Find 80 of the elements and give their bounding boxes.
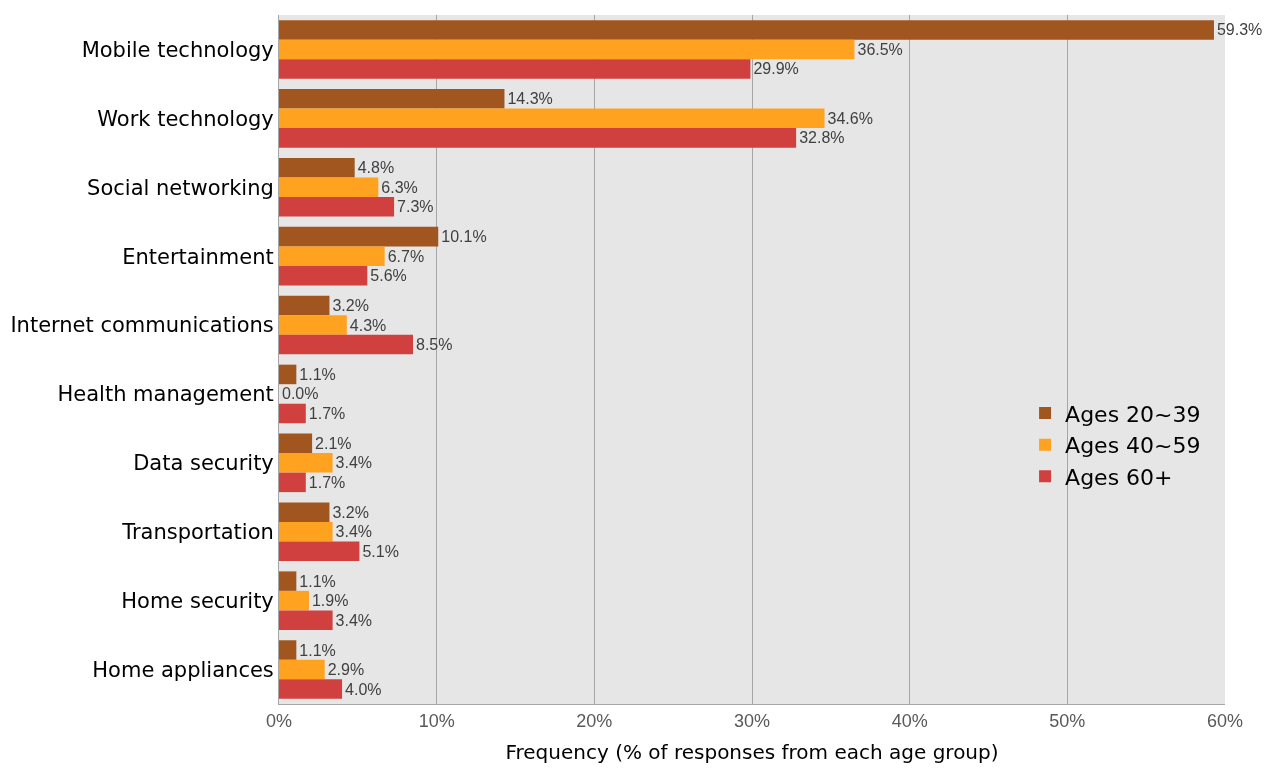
bar xyxy=(279,108,825,129)
bar xyxy=(279,590,309,611)
bar xyxy=(279,521,333,542)
bar xyxy=(279,89,505,109)
bar xyxy=(279,403,306,424)
bar xyxy=(279,226,439,247)
x-tick-label: 40% xyxy=(891,710,928,731)
data-label: 14.3% xyxy=(507,90,553,108)
data-label: 3.4% xyxy=(335,611,373,629)
data-label: 36.5% xyxy=(857,40,903,58)
data-label: 59.3% xyxy=(1216,21,1263,39)
y-tick-label: Home security xyxy=(121,589,274,613)
bar xyxy=(279,39,855,60)
bar xyxy=(279,128,797,148)
y-tick-label: Entertainment xyxy=(122,244,274,269)
bar xyxy=(279,364,297,385)
data-label: 4.3% xyxy=(349,316,387,334)
data-label: 29.9% xyxy=(753,60,799,78)
data-label: 32.8% xyxy=(799,129,845,147)
y-tick-label: Internet communications xyxy=(10,313,274,338)
bar xyxy=(279,265,368,286)
bar xyxy=(279,157,355,178)
data-label: 4.0% xyxy=(345,680,382,698)
data-label: 7.3% xyxy=(397,198,434,216)
bar xyxy=(279,20,1214,40)
y-tick-label: Social networking xyxy=(87,175,274,200)
data-label: 6.7% xyxy=(387,247,425,265)
x-tick-label: 50% xyxy=(1049,710,1086,731)
bar xyxy=(279,472,306,493)
x-tick-label: 30% xyxy=(733,710,771,731)
y-tick-label: Transportation xyxy=(121,520,274,545)
y-tick-label: Work technology xyxy=(97,106,274,131)
data-label: 1.7% xyxy=(308,473,346,491)
y-tick-label: Health management xyxy=(57,382,274,407)
x-axis-title: Frequency (% of responses from each age group) xyxy=(505,740,999,765)
data-label: 10.1% xyxy=(441,228,487,246)
x-tick-label: 20% xyxy=(576,710,613,731)
y-tick-label: Mobile technology xyxy=(81,37,274,62)
bar xyxy=(279,177,379,198)
data-label: 0.0% xyxy=(282,385,319,403)
data-label: 8.5% xyxy=(416,336,453,354)
bar xyxy=(279,197,395,217)
bar xyxy=(279,659,325,680)
data-label: 6.3% xyxy=(381,178,418,196)
legend-label: Ages 60+ xyxy=(1065,464,1173,490)
data-label: 2.1% xyxy=(315,434,352,452)
y-tick-label: Home appliances xyxy=(92,657,274,682)
data-label: 5.6% xyxy=(370,267,407,285)
data-label: 5.1% xyxy=(362,542,399,560)
data-label: 1.1% xyxy=(299,365,336,383)
bar xyxy=(279,679,343,699)
bar xyxy=(279,295,330,316)
bar xyxy=(279,315,347,335)
data-label: 1.1% xyxy=(299,641,336,659)
bar xyxy=(279,541,360,562)
data-label: 4.8% xyxy=(357,159,395,177)
data-label: 3.2% xyxy=(332,297,369,315)
x-tick-label: 0% xyxy=(265,710,293,731)
y-tick-label: Data security xyxy=(133,451,274,476)
data-label: 1.1% xyxy=(299,572,336,590)
bar xyxy=(279,502,330,522)
legend-label: Ages 40~59 xyxy=(1065,433,1201,459)
x-tick-label: 10% xyxy=(418,710,455,731)
bar xyxy=(279,453,333,473)
bar xyxy=(279,640,297,660)
bar xyxy=(279,334,414,355)
data-label: 2.9% xyxy=(327,661,365,679)
data-label: 1.7% xyxy=(308,404,346,422)
bar xyxy=(279,610,333,630)
bar xyxy=(279,59,751,79)
bar xyxy=(279,571,297,591)
data-label: 3.4% xyxy=(335,454,373,472)
bar xyxy=(279,246,385,266)
bar xyxy=(279,433,313,454)
data-label: 34.6% xyxy=(827,109,873,127)
x-tick-label: 60% xyxy=(1206,710,1244,731)
legend-label: Ages 20~39 xyxy=(1065,401,1201,427)
data-label: 1.9% xyxy=(311,592,349,610)
data-label: 3.2% xyxy=(332,503,369,521)
data-label: 3.4% xyxy=(335,523,373,541)
